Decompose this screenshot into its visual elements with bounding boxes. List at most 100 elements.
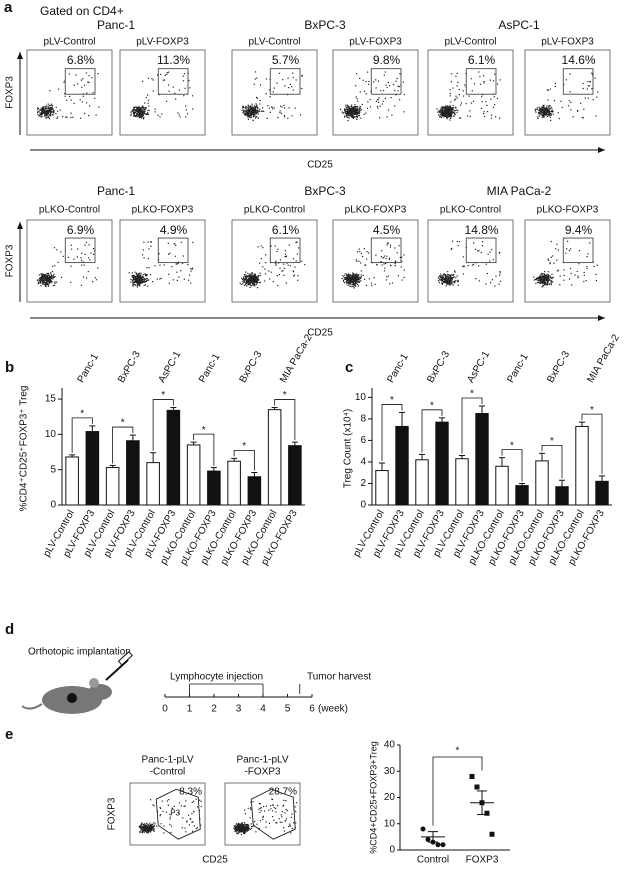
- dot: [346, 108, 347, 109]
- dot: [181, 805, 182, 806]
- dot: [555, 83, 556, 84]
- dot: [448, 276, 449, 277]
- dot: [235, 826, 236, 827]
- dot: [150, 831, 151, 832]
- dot: [403, 111, 404, 112]
- dot: [283, 827, 284, 828]
- group-name: Panc-1: [97, 184, 135, 198]
- dot: [399, 73, 400, 74]
- dot: [237, 828, 238, 829]
- dot: [234, 826, 235, 827]
- harvest-label: Tumor harvest: [307, 672, 371, 683]
- significance-mark: *: [456, 746, 460, 757]
- dot: [353, 110, 354, 111]
- plot-label: pLV-FOXP3: [136, 37, 189, 48]
- dot: [540, 274, 541, 275]
- dot: [140, 273, 141, 274]
- dot: [457, 112, 458, 113]
- dot: [404, 94, 405, 95]
- unit-label: (week): [318, 704, 348, 715]
- dot: [346, 281, 347, 282]
- dot: [348, 276, 349, 277]
- dot: [140, 275, 141, 276]
- dot: [143, 827, 144, 828]
- dot: [487, 273, 488, 274]
- dot: [276, 251, 277, 252]
- dot: [565, 253, 566, 254]
- dot: [446, 118, 447, 119]
- dot: [355, 113, 356, 114]
- dot: [143, 277, 144, 278]
- group-name: BxPC-3: [304, 184, 346, 198]
- dot: [157, 115, 158, 116]
- dot: [246, 114, 247, 115]
- dot: [147, 829, 148, 830]
- dot: [544, 111, 545, 112]
- dot: [549, 105, 550, 106]
- dot: [255, 79, 256, 80]
- plot-label: pLKO-Control: [39, 205, 100, 216]
- dot: [540, 113, 541, 114]
- y-axis-label: FOXP3: [5, 76, 16, 109]
- dot: [441, 107, 442, 108]
- dot: [251, 823, 252, 824]
- dot: [343, 112, 344, 113]
- dot: [535, 109, 536, 110]
- dot: [277, 805, 278, 806]
- dot: [353, 118, 354, 119]
- dot: [349, 113, 350, 114]
- dot: [399, 86, 400, 87]
- dot: [287, 118, 288, 119]
- y-tick-label: 8: [360, 414, 366, 425]
- dot: [567, 241, 568, 242]
- dot: [276, 82, 277, 83]
- dot: [71, 113, 72, 114]
- dot: [445, 112, 446, 113]
- dot: [284, 85, 285, 86]
- dot: [455, 76, 456, 77]
- week-label: 2: [211, 704, 217, 715]
- dot: [42, 112, 43, 113]
- dot: [83, 277, 84, 278]
- dot: [77, 248, 78, 249]
- dot: [441, 117, 442, 118]
- dot: [49, 110, 50, 111]
- dot: [190, 268, 191, 269]
- dot: [72, 117, 73, 118]
- dot: [385, 85, 386, 86]
- dot: [543, 106, 544, 107]
- dot: [458, 285, 459, 286]
- dot: [359, 249, 360, 250]
- dot: [288, 265, 289, 266]
- dot: [390, 247, 391, 248]
- dot: [244, 832, 245, 833]
- y-axis-label: Treg Count (x10⁴): [343, 409, 354, 489]
- dot: [380, 106, 381, 107]
- dot: [260, 85, 261, 86]
- dot: [449, 285, 450, 286]
- dot: [153, 79, 154, 80]
- dot: [349, 107, 350, 108]
- dot: [70, 117, 71, 118]
- dot: [185, 88, 186, 89]
- dot: [135, 107, 136, 108]
- dot: [370, 106, 371, 107]
- dot: [364, 114, 365, 115]
- dot: [566, 79, 567, 80]
- dot: [248, 826, 249, 827]
- dot: [588, 98, 589, 99]
- dot: [188, 815, 189, 816]
- dot: [446, 109, 447, 110]
- dot: [585, 98, 586, 99]
- dot: [364, 279, 365, 280]
- dot: [453, 274, 454, 275]
- dot: [255, 831, 256, 832]
- dot: [39, 283, 40, 284]
- dot: [242, 827, 243, 828]
- dot: [271, 799, 272, 800]
- x-axis-label: CD25: [202, 855, 228, 866]
- dot: [293, 77, 294, 78]
- dot: [451, 274, 452, 275]
- dot: [141, 277, 142, 278]
- gate-percent: 9.8%: [373, 53, 401, 67]
